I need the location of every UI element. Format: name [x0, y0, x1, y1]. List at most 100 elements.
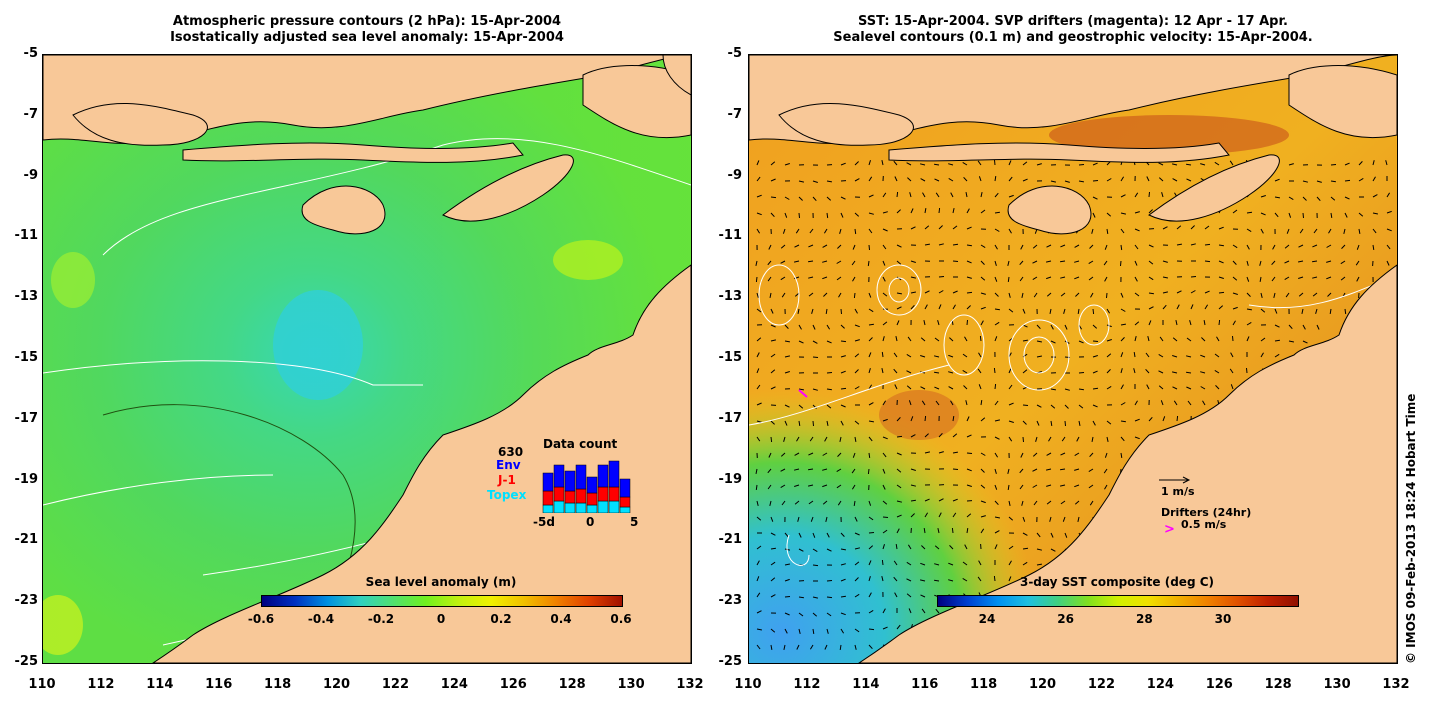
velocity-vector [966, 434, 972, 438]
velocity-vector [1074, 500, 1080, 505]
velocity-vector [896, 292, 902, 295]
velocity-vector [1104, 484, 1108, 490]
velocity-vector [851, 260, 856, 266]
histogram-bar [564, 502, 576, 513]
velocity-vector [1106, 212, 1112, 217]
velocity-vector [1048, 436, 1052, 442]
velocity-vector [882, 436, 888, 440]
velocity-vector [1246, 260, 1249, 266]
velocity-vector [966, 513, 972, 518]
high-anomaly-blob-west [51, 252, 95, 308]
velocity-vector [854, 547, 861, 550]
velocity-vector [780, 276, 786, 281]
velocity-vector [770, 420, 775, 425]
velocity-vector [826, 324, 831, 330]
velocity-vector [1200, 163, 1206, 166]
velocity-vector [950, 192, 954, 198]
velocity-vector [812, 388, 818, 391]
velocity-vector [1326, 244, 1332, 248]
velocity-vector [868, 516, 874, 521]
velocity-vector [784, 355, 791, 358]
velocity-vector [979, 335, 982, 342]
velocity-vector [812, 628, 815, 634]
velocity-vector [1341, 244, 1346, 249]
velocity-vector [919, 163, 926, 166]
velocity-vector [980, 484, 986, 489]
velocity-vector [1092, 308, 1095, 315]
velocity-vector [924, 433, 929, 438]
velocity-vector [920, 355, 926, 358]
velocity-vector [809, 644, 814, 650]
velocity-vector [924, 208, 927, 214]
velocity-vector [910, 499, 916, 502]
histogram-bar [586, 504, 598, 513]
y-tick-label: -19 [718, 471, 743, 487]
velocity-vector [882, 452, 887, 458]
x-tick-label: 116 [911, 677, 939, 692]
velocity-vector [920, 337, 926, 342]
velocity-vector [840, 404, 846, 408]
velocity-vector [896, 320, 900, 326]
left-map[interactable]: Data count 630 Env J-1 Topex -5d 0 5 Sea… [42, 54, 692, 664]
velocity-vector [756, 337, 762, 342]
velocity-vector [1134, 276, 1138, 282]
velocity-vector [994, 292, 999, 297]
velocity-vector [1260, 308, 1266, 313]
velocity-vector [767, 276, 772, 282]
velocity-vector [1074, 260, 1080, 263]
velocity-vector [978, 352, 982, 358]
velocity-vector [770, 353, 776, 358]
velocity-vector [1032, 244, 1038, 249]
velocity-vector [906, 561, 912, 566]
velocity-vector [794, 452, 800, 456]
velocity-vector [853, 292, 856, 299]
velocity-vector [1120, 176, 1125, 182]
velocity-vector [840, 162, 846, 166]
velocity-vector [1285, 292, 1290, 298]
velocity-vector [906, 593, 912, 598]
velocity-vector [1246, 211, 1253, 214]
left-title-line1: Atmospheric pressure contours (2 hPa): 1… [172, 14, 562, 29]
velocity-vector [1036, 324, 1041, 330]
histogram-bar [542, 504, 554, 513]
velocity-vector [1218, 226, 1224, 230]
velocity-vector [756, 160, 760, 166]
velocity-vector [1204, 243, 1211, 246]
velocity-vector [896, 500, 903, 503]
velocity-vector [1060, 468, 1066, 471]
velocity-vector [1019, 260, 1024, 266]
land-lesser-sunda [182, 142, 524, 163]
velocity-vector [1189, 320, 1192, 326]
velocity-vector [1158, 162, 1164, 166]
velocity-vector [868, 368, 871, 374]
velocity-vector [1022, 339, 1028, 342]
velocity-vector [784, 612, 790, 616]
velocity-vector [1302, 324, 1306, 330]
velocity-vector [1185, 355, 1192, 358]
velocity-vector [1313, 228, 1318, 234]
velocity-vector [924, 415, 927, 422]
velocity-vector [810, 516, 814, 522]
velocity-vector [1106, 420, 1112, 425]
right-map[interactable]: > 1 m/s Drifters (24hr) 0.5 m/s 3-day SS… [748, 54, 1398, 664]
velocity-vector [793, 260, 800, 263]
velocity-vector [963, 385, 968, 390]
velocity-vector [1145, 368, 1150, 374]
velocity-vector [1120, 420, 1126, 423]
velocity-vector [1187, 400, 1192, 406]
right-colorbar [937, 595, 1299, 607]
velocity-vector [770, 644, 773, 650]
velocity-vector [1036, 163, 1042, 166]
velocity-vector [1386, 210, 1392, 214]
velocity-vector [840, 370, 846, 374]
velocity-vector [868, 560, 872, 566]
velocity-vector [1372, 228, 1377, 234]
low-anomaly-blob [273, 290, 363, 400]
velocity-vector [1344, 179, 1351, 182]
velocity-vector [966, 291, 973, 294]
histogram-bar [586, 492, 598, 506]
velocity-vector [1092, 180, 1099, 182]
velocity-vector [1284, 260, 1290, 264]
velocity-vector [966, 260, 972, 264]
colorbar-tick-label: -0.2 [367, 612, 395, 626]
